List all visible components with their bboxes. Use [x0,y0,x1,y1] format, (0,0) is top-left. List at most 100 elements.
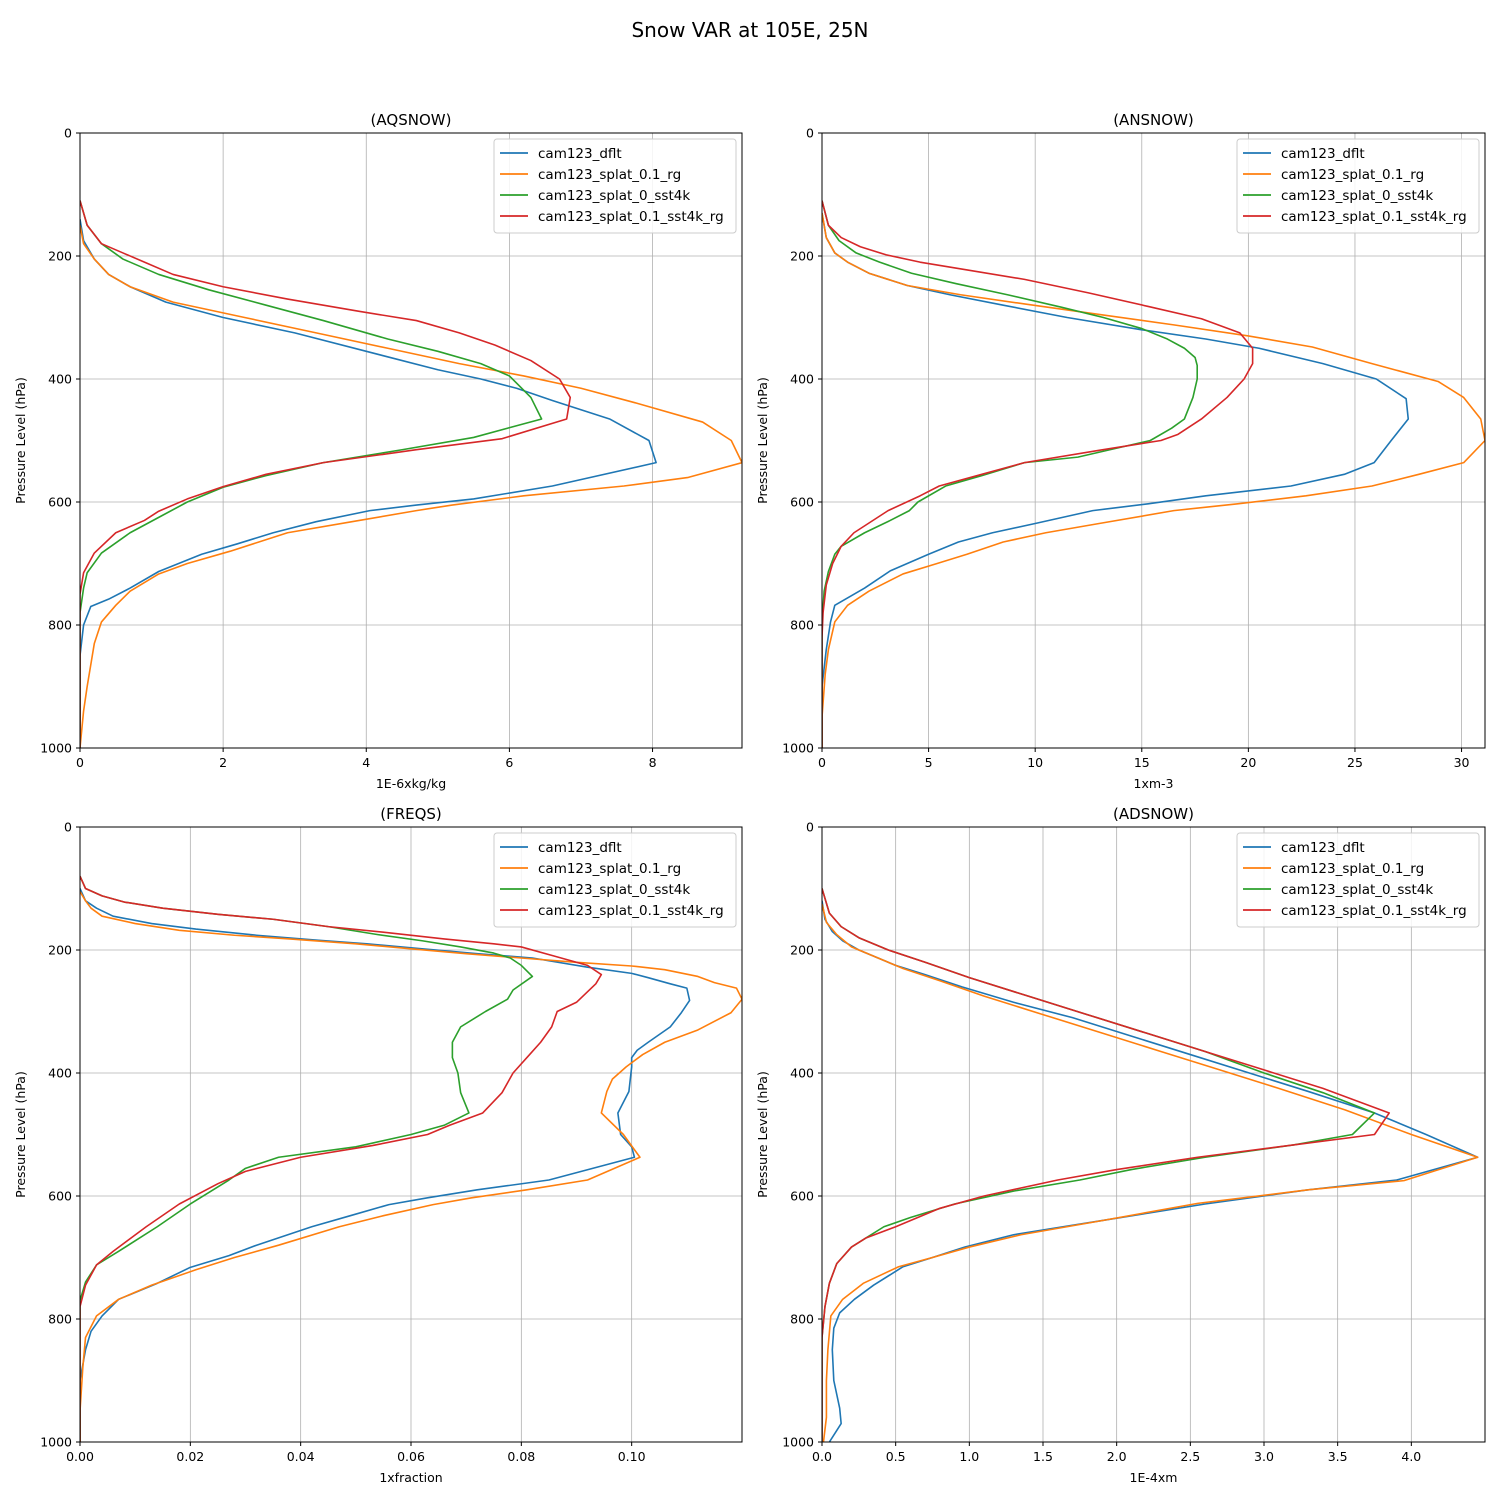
y-tick-label: 200 [790,943,814,958]
series-line-cam123_splat_0.1_rg [822,903,1479,1442]
x-tick-label: 0.00 [66,1449,94,1464]
y-tick-label: 400 [790,372,814,387]
legend-label: cam123_dflt [1281,146,1365,162]
series-line-cam123_dflt [822,212,1410,748]
legend-label: cam123_splat_0.1_sst4k_rg [538,209,724,225]
panels: 0 2 4 6 802004006008001000(AQSNOW)1E-6xkg/kg… [13,111,1486,1485]
legend-box [493,138,737,234]
x-tick-label: 4.0 [1401,1449,1421,1464]
y-axis-label: Pressure Level (hPa) [13,377,28,504]
series-line-cam123_dflt [80,888,691,1442]
y-axis-label: Pressure Level (hPa) [13,1071,28,1198]
series-line-cam123_splat_0.1_sst4k_rg [822,200,1254,748]
subplot-3: 0.00 0.02 0.04 0.06 0.08 0.10 0 200 400 600 800 100… [13,805,743,1485]
y-tick-label: 0 [64,126,72,141]
x-tick-label: 0.02 [176,1449,204,1464]
y-tick-label: 800 [790,1312,814,1327]
x-tick-label: 0.08 [507,1449,535,1464]
y-tick-label: 0 [806,820,814,835]
legend-label: cam123_splat_0_sst4k [538,188,690,204]
x-axis-label: 1xfraction [379,1470,442,1485]
legend-label: cam123_splat_0.1_sst4k_rg [1281,903,1467,919]
x-tick-label: 0 [818,755,826,770]
x-tick-label: 6 [505,755,513,770]
x-tick-label: 0.04 [287,1449,315,1464]
series-group [80,200,742,748]
subplot-title: (ANSNOW) [1113,111,1194,129]
x-tick-label: 0.5 [886,1449,906,1464]
legend: cam123_dflt cam123_splat_0.1_rg cam123_spl… [493,832,737,928]
y-axis-label: Pressure Level (hPa) [755,377,770,504]
x-tick-label: 0.10 [618,1449,646,1464]
series-group [80,875,742,1442]
legend-label: cam123_dflt [538,146,622,162]
subplot-title: (FREQS) [380,805,442,823]
x-tick-label: 0 [76,755,84,770]
legend-label: cam123_splat_0.1_rg [538,167,681,183]
x-tick-label: 1.5 [1033,1449,1053,1464]
y-tick-label: 600 [790,495,814,510]
series-group [822,888,1479,1442]
x-axis-label: 1E-6xkg/kg [376,776,446,791]
y-tick-label: 600 [48,1189,72,1204]
y-tick-label: 400 [48,372,72,387]
legend: cam123_dflt cam123_splat_0.1_rg cam123_spl… [1236,832,1480,928]
x-tick-label: 10 [1027,755,1043,770]
series-line-cam123_dflt [80,218,657,748]
series-group [822,200,1485,748]
series-line-cam123_splat_0.1_sst4k_rg [80,875,603,1442]
x-tick-label: 2.0 [1107,1449,1127,1464]
legend: cam123_dflt cam123_splat_0.1_rg cam123_spl… [1236,138,1480,234]
y-tick-label: 0 [806,126,814,141]
subplot-4: 0.0 0.5 1.0 1.5 2.0 2.5 3.0 3.5 4.0 0 200 400 600 800… [755,805,1486,1485]
series-line-cam123_splat_0.1_sst4k_rg [80,200,572,748]
x-tick-label: 25 [1347,755,1363,770]
x-tick-label: 4 [362,755,370,770]
x-tick-label: 3.0 [1254,1449,1274,1464]
legend-box [493,832,737,928]
x-tick-label: 1.0 [959,1449,979,1464]
y-tick-label: 1000 [782,741,814,756]
axes-frame [821,132,1486,749]
legend-label: cam123_splat_0.1_rg [1281,861,1424,877]
x-tick-label: 2 [219,755,227,770]
legend-label: cam123_splat_0_sst4k [538,882,690,898]
legend-label: cam123_splat_0.1_rg [1281,167,1424,183]
y-tick-label: 800 [48,1312,72,1327]
y-tick-label: 200 [48,249,72,264]
legend-box [1236,832,1480,928]
y-tick-label: 200 [790,249,814,264]
y-tick-label: 0 [64,820,72,835]
series-line-cam123_splat_0_sst4k [822,200,1198,748]
x-tick-label: 15 [1134,755,1150,770]
legend-label: cam123_splat_0.1_sst4k_rg [538,903,724,919]
series-line-cam123_splat_0.1_rg [822,212,1485,748]
legend-label: cam123_dflt [538,840,622,856]
y-tick-label: 600 [790,1189,814,1204]
y-tick-label: 1000 [782,1435,814,1450]
y-tick-label: 600 [48,495,72,510]
figure-suptitle: Snow VAR at 105E, 25N [631,18,868,42]
x-tick-label: 2.5 [1180,1449,1200,1464]
series-line-cam123_splat_0.1_rg [80,891,742,1442]
legend-label: cam123_splat_0.1_rg [538,861,681,877]
y-tick-label: 1000 [40,1435,72,1450]
subplot-title: (AQSNOW) [371,111,452,129]
y-tick-label: 400 [790,1066,814,1081]
legend-label: cam123_dflt [1281,840,1365,856]
x-tick-label: 30 [1454,755,1470,770]
y-tick-label: 200 [48,943,72,958]
series-line-cam123_splat_0_sst4k [80,200,543,748]
y-axis-label: Pressure Level (hPa) [755,1071,770,1198]
legend-box [1236,138,1480,234]
y-tick-label: 800 [48,618,72,633]
legend: cam123_dflt cam123_splat_0.1_rg cam123_spl… [493,138,737,234]
y-tick-label: 800 [790,618,814,633]
x-tick-label: 20 [1240,755,1256,770]
x-tick-label: 3.5 [1328,1449,1348,1464]
x-axis-label: 1E-4xm [1130,1470,1178,1485]
series-line-cam123_splat_0.1_rg [80,225,742,748]
axes-frame [79,132,743,749]
